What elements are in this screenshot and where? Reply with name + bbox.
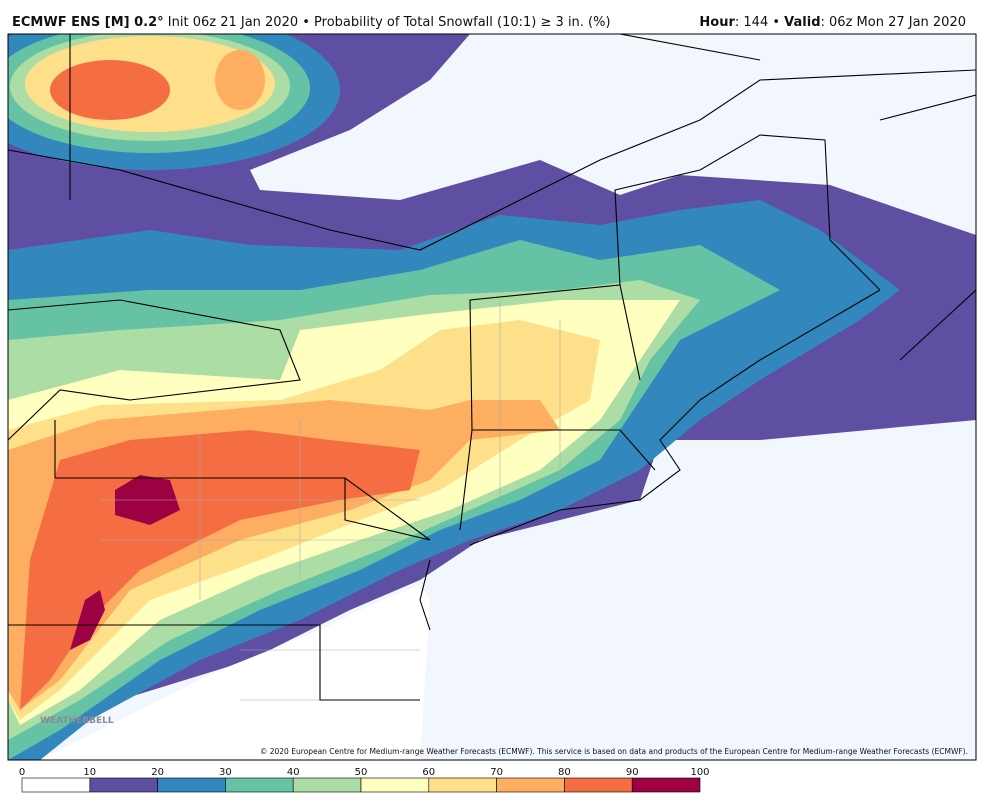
no-snow-area xyxy=(40,585,430,760)
borders xyxy=(8,34,976,701)
county-lines xyxy=(100,300,561,701)
colorbar-segment xyxy=(631,777,701,793)
description: Init 06z 21 Jan 2020 • Probability of To… xyxy=(168,15,611,30)
watermark: WEATHERBELL xyxy=(40,716,114,726)
colorbar-segment xyxy=(157,777,226,793)
colorbar: 0 10 20 30 40 50 60 70 80 90 100 xyxy=(19,767,710,793)
hour-label: Hour xyxy=(699,15,735,30)
colorbar-segment xyxy=(89,777,158,793)
colorbar-tick-label: 40 xyxy=(287,767,300,778)
copyright: © 2020 European Centre for Medium-range … xyxy=(260,747,968,756)
valid-info: Hour: 144 • Valid: 06z Mon 27 Jan 2020 xyxy=(699,15,966,30)
colorbar-tick-label: 90 xyxy=(626,767,639,778)
model: ECMWF ENS [M] 0.2° xyxy=(12,15,164,30)
blob-70 xyxy=(215,50,265,110)
colorbar-tick-label: 100 xyxy=(690,767,709,778)
colorbar-segment xyxy=(360,777,430,793)
colorbar-segment xyxy=(21,777,91,793)
map-frame xyxy=(7,33,977,761)
colorbar-segment xyxy=(292,777,362,793)
valid-label: Valid xyxy=(784,15,820,30)
map: WEATHERBELL © 2020 European Centre for M… xyxy=(8,34,976,760)
colorbar-tick-label: 30 xyxy=(219,767,232,778)
colorbar-tick-label: 70 xyxy=(490,767,503,778)
colorbar-tick-label: 50 xyxy=(355,767,368,778)
band-90 xyxy=(70,590,105,650)
valid: : 06z Mon 27 Jan 2020 xyxy=(821,15,966,30)
colorbar-segment xyxy=(496,777,565,793)
title: ECMWF ENS [M] 0.2° Init 06z 21 Jan 2020 … xyxy=(12,15,611,30)
colorbar-tick-label: 20 xyxy=(151,767,164,778)
colorbar-tick-label: 60 xyxy=(422,767,435,778)
colorbar-tick-label: 10 xyxy=(83,767,96,778)
colorbar-tick-label: 0 xyxy=(19,767,25,778)
colorbar-segment xyxy=(225,777,294,793)
blob-80 xyxy=(50,60,170,120)
colorbar-tick-label: 80 xyxy=(558,767,571,778)
hour: : 144 • xyxy=(735,15,780,30)
colorbar-segment xyxy=(564,777,633,793)
colorbar-segment xyxy=(428,777,497,793)
